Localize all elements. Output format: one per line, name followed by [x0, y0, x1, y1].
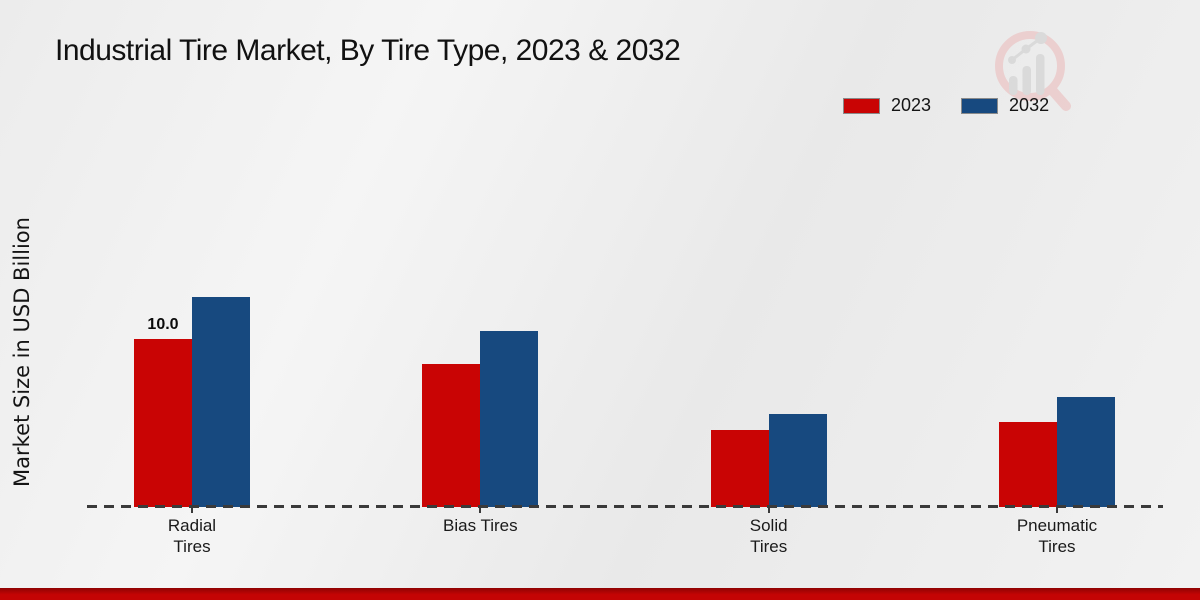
legend-label-2023: 2023: [891, 95, 932, 115]
bar-2032-bias-tires: [480, 331, 539, 507]
bar-value-label-2023: 10.0: [147, 316, 179, 333]
legend-swatch-2032: [961, 97, 999, 114]
bar-2032-pneumatic-tires: [1056, 397, 1115, 507]
bar-2032-solid-tires: [768, 414, 827, 507]
bar-2023-bias-tires: [422, 364, 481, 507]
x-tick-label-solid-tires: Solid Tires: [749, 516, 788, 556]
x-axis-dashed-line: [87, 505, 1163, 508]
bar-2023-radial-tires: [134, 339, 192, 507]
x-tick-label-bias-tires: Bias Tires: [443, 516, 518, 535]
x-tick-label-pneumatic-tires: Pneumatic Tires: [1016, 516, 1098, 556]
bar-2032-radial-tires: [192, 297, 250, 507]
legend-swatch-2023: [843, 97, 880, 114]
legend-item-2023: 2023: [843, 95, 931, 116]
magnifier-growth-chart-logo-icon: [995, 31, 1071, 111]
bar-2023-pneumatic-tires: [998, 422, 1057, 507]
x-tick-radial-tires: [191, 507, 193, 513]
chart-title: Industrial Tire Market, By Tire Type, 20…: [55, 34, 681, 67]
y-axis-label: Market Size in USD Billion: [10, 217, 34, 487]
legend-label-2032: 2032: [1009, 95, 1050, 115]
bar-2023-solid-tires: [710, 430, 769, 507]
x-tick-solid-tires: [767, 507, 770, 513]
x-tick-bias-tires: [479, 507, 482, 513]
footer-red-strip: [0, 588, 1200, 600]
legend: 2023 2032: [843, 95, 1049, 116]
x-tick-pneumatic-tires: [1055, 507, 1058, 513]
legend-item-2032: 2032: [961, 95, 1049, 116]
x-tick-label-radial-tires: Radial Tires: [167, 516, 217, 556]
